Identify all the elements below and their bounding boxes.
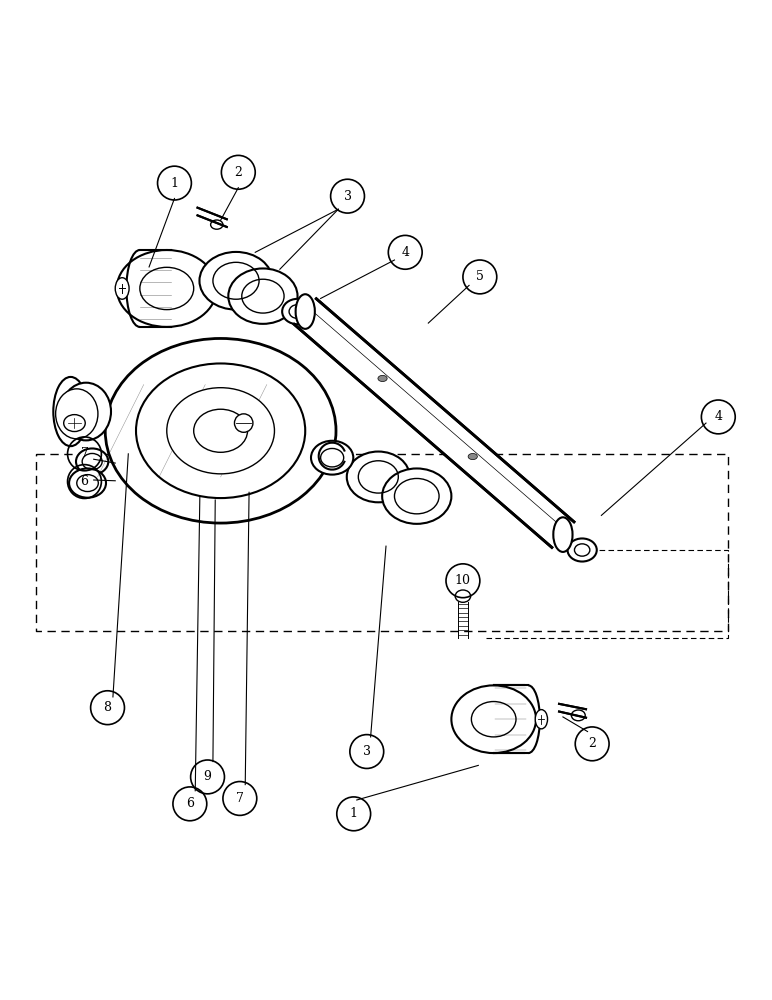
Ellipse shape — [452, 685, 536, 753]
Ellipse shape — [311, 441, 354, 475]
Polygon shape — [294, 299, 574, 547]
Ellipse shape — [282, 299, 313, 324]
Ellipse shape — [53, 377, 88, 446]
Ellipse shape — [378, 375, 387, 382]
Ellipse shape — [115, 278, 129, 299]
Ellipse shape — [76, 448, 108, 475]
Polygon shape — [198, 208, 227, 227]
Ellipse shape — [69, 468, 106, 498]
Ellipse shape — [455, 590, 471, 602]
Ellipse shape — [468, 453, 477, 460]
Text: 2: 2 — [235, 166, 242, 179]
Ellipse shape — [211, 220, 223, 229]
Text: 7: 7 — [80, 447, 89, 460]
Ellipse shape — [567, 538, 597, 562]
Text: 6: 6 — [186, 797, 194, 810]
Text: 3: 3 — [363, 745, 371, 758]
Ellipse shape — [199, 252, 273, 310]
Ellipse shape — [64, 415, 85, 432]
Text: 7: 7 — [236, 792, 244, 805]
Ellipse shape — [571, 710, 585, 721]
Text: 1: 1 — [171, 177, 178, 190]
Text: 6: 6 — [80, 475, 89, 488]
Text: 5: 5 — [476, 270, 484, 283]
Text: 3: 3 — [344, 190, 351, 203]
Text: 8: 8 — [103, 701, 111, 714]
Ellipse shape — [382, 468, 452, 524]
Ellipse shape — [61, 383, 111, 440]
Text: 4: 4 — [714, 410, 723, 423]
FancyBboxPatch shape — [138, 249, 171, 328]
Polygon shape — [559, 704, 586, 718]
Polygon shape — [493, 685, 528, 753]
Ellipse shape — [296, 294, 315, 329]
Ellipse shape — [229, 268, 297, 324]
Text: 9: 9 — [204, 770, 212, 783]
Ellipse shape — [554, 517, 573, 552]
Ellipse shape — [136, 363, 305, 498]
Ellipse shape — [535, 710, 547, 729]
Text: 10: 10 — [455, 574, 471, 587]
Circle shape — [235, 414, 253, 432]
Text: 4: 4 — [401, 246, 409, 259]
Ellipse shape — [105, 338, 336, 523]
Text: 1: 1 — [350, 807, 357, 820]
Ellipse shape — [320, 448, 344, 467]
Text: 2: 2 — [588, 737, 596, 750]
Ellipse shape — [347, 452, 410, 502]
Ellipse shape — [167, 388, 275, 474]
Ellipse shape — [56, 389, 98, 439]
Ellipse shape — [194, 409, 248, 452]
